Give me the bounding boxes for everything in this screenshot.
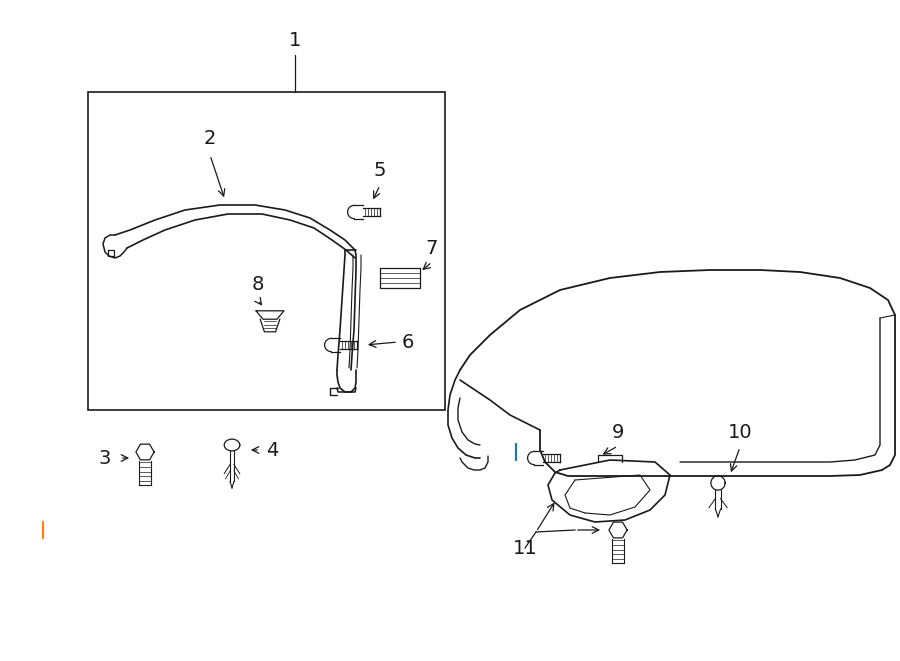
- Bar: [88, 92, 445, 410]
- Text: 9: 9: [612, 422, 625, 442]
- Text: 11: 11: [513, 539, 537, 557]
- Text: 1: 1: [289, 30, 302, 50]
- Text: 2: 2: [203, 128, 216, 147]
- Text: 6: 6: [401, 332, 414, 352]
- Text: 3: 3: [99, 449, 112, 467]
- Text: 5: 5: [374, 161, 386, 180]
- Text: 8: 8: [252, 276, 265, 295]
- Text: 7: 7: [426, 239, 438, 258]
- Text: 10: 10: [728, 422, 752, 442]
- Text: 4: 4: [266, 440, 278, 459]
